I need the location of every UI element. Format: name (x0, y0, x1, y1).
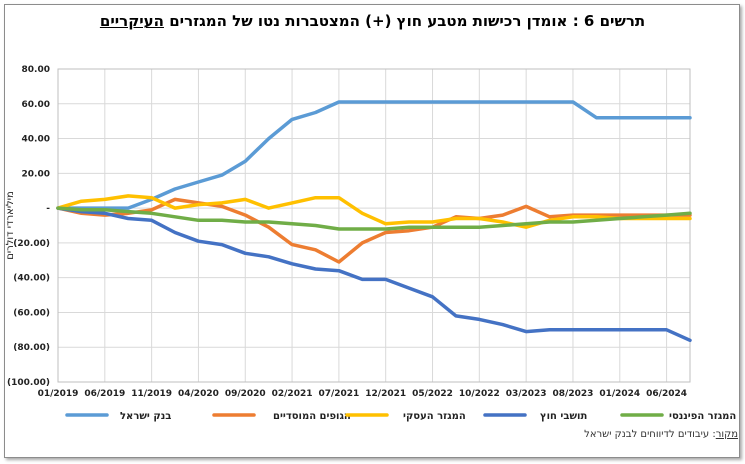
y-tick-label: (60.00) (13, 308, 50, 318)
y-tick-label: 60.00 (22, 100, 50, 110)
series-line (56, 100, 692, 210)
legend-label: תושבי חוץ (540, 411, 587, 422)
source-text: : עיבודים לדיווחים לבנק ישראל (584, 429, 716, 440)
y-tick-label: (20.00) (13, 239, 50, 249)
source-note: מקור: עיבודים לדיווחים לבנק ישראל (520, 429, 738, 440)
x-tick-label: 09/2020 (225, 389, 266, 399)
source-label: מקור (715, 429, 738, 440)
y-tick-label: (100.00) (7, 378, 50, 388)
x-tick-label: 06/2024 (646, 389, 687, 399)
x-tick-label: 05/2022 (412, 389, 453, 399)
chart-title-highlight: העיקריים (99, 12, 164, 30)
y-tick-label: 40.00 (22, 135, 50, 145)
x-tick-label: 06/2019 (84, 389, 125, 399)
legend-label: המגזר הפיננסי (669, 411, 736, 422)
legend-label: המגזר העסקי (403, 411, 466, 422)
plot-area (57, 68, 691, 383)
y-tick-label: (80.00) (13, 343, 50, 353)
series-line (56, 206, 692, 343)
chart-title-main: תרשים 6 : אומדן רכישות מטבע חוץ (+) המצט… (169, 12, 646, 30)
x-tick-label: 03/2023 (506, 389, 547, 399)
x-tick-label: 07/2021 (318, 389, 359, 399)
series-line (56, 206, 692, 231)
legend-label: הגופים המוסדיים (273, 411, 351, 422)
chart-title: תרשים 6 : אומדן רכישות מטבע חוץ (+) המצט… (0, 12, 745, 30)
x-tick-label: 10/2022 (459, 389, 500, 399)
y-tick-label: (40.00) (13, 274, 50, 284)
series-line (56, 194, 692, 229)
x-tick-label: 12/2021 (365, 389, 406, 399)
legend-label: בנק ישראל (120, 411, 171, 422)
y-tick-label: 80.00 (22, 65, 50, 75)
y-tick-label: - (46, 204, 50, 214)
x-tick-label: 11/2019 (131, 389, 172, 399)
x-tick-label: 01/2024 (599, 389, 640, 399)
y-axis-title: מיליארדי דולרים (5, 191, 16, 260)
x-tick-label: 02/2021 (272, 389, 313, 399)
x-tick-label: 04/2020 (178, 389, 219, 399)
x-tick-label: 01/2019 (38, 389, 79, 399)
y-tick-label: 20.00 (22, 169, 50, 179)
x-tick-label: 08/2023 (553, 389, 594, 399)
